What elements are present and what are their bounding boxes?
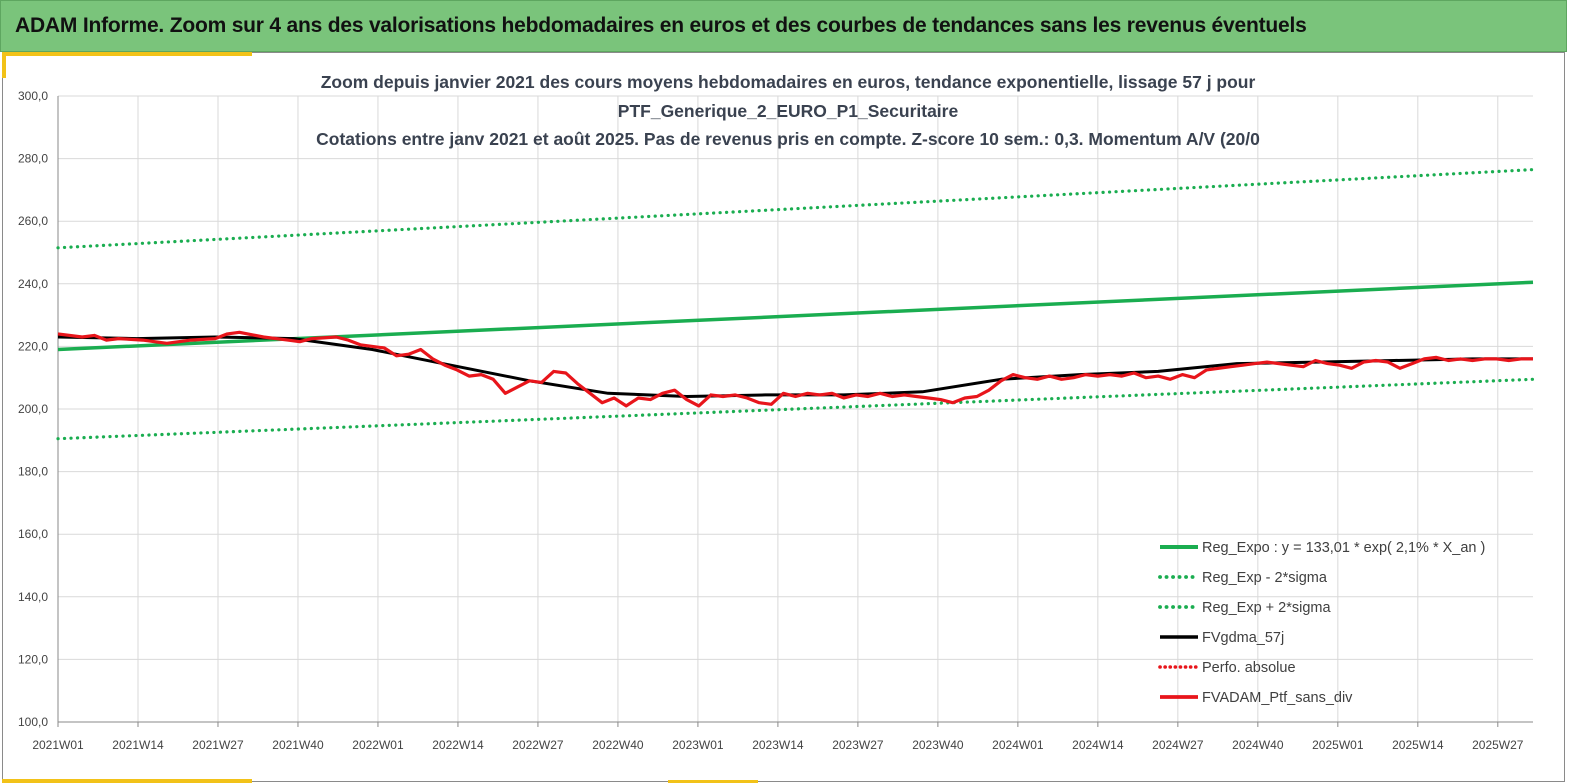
series-line-5 (57, 330, 1533, 408)
y-tick-label: 160,0 (18, 527, 48, 541)
x-tick-label: 2023W14 (752, 738, 804, 752)
x-tick-label: 2021W27 (192, 738, 244, 752)
x-tick-label: 2021W01 (32, 738, 84, 752)
accent-mark-left (2, 52, 6, 78)
y-tick-label: 240,0 (18, 277, 48, 291)
series-line-0 (57, 280, 1534, 352)
x-tick-label: 2024W27 (1152, 738, 1204, 752)
legend-label: Perfo. absolue (1202, 660, 1296, 676)
x-tick-label: 2021W14 (112, 738, 164, 752)
y-tick-label: 120,0 (18, 652, 48, 666)
y-tick-label: 300,0 (18, 89, 48, 103)
accent-mark-bottom (2, 779, 252, 783)
chart-title-line-3: Cotations entre janv 2021 et août 2025. … (316, 129, 1260, 149)
legend-label: FVgdma_57j (1202, 630, 1284, 646)
x-tick-label: 2024W40 (1232, 738, 1284, 752)
legend-label: Reg_Expo : y = 133,01 * exp( 2,1% * X_an… (1202, 540, 1485, 556)
x-tick-label: 2022W40 (592, 738, 644, 752)
y-tick-label: 220,0 (18, 339, 48, 353)
x-tick-label: 2022W27 (512, 738, 564, 752)
page-title: ADAM Informe. Zoom sur 4 ans des valoris… (0, 0, 1567, 52)
axes: 100,0 120,0 140,0 160,0 180,0 200,0 220,0 240,0… (18, 89, 1533, 752)
series-line-2 (56, 168, 1535, 250)
x-tick-label: 2023W01 (672, 738, 724, 752)
legend: Reg_Expo : y = 133,01 * exp( 2,1% * X_an… (1158, 540, 1485, 706)
y-tick-label: 280,0 (18, 152, 48, 166)
chart-frame (2, 52, 1565, 782)
series-line-1 (56, 377, 1535, 441)
series (56, 168, 1535, 441)
x-tick-label: 2023W40 (912, 738, 964, 752)
x-tick-label: 2025W14 (1392, 738, 1444, 752)
chart-title-line-2: PTF_Generique_2_EURO_P1_Securitaire (618, 101, 959, 121)
chart-title: Zoom depuis janvier 2021 des cours moyen… (316, 72, 1260, 149)
legend-label: Reg_Exp + 2*sigma (1202, 600, 1331, 616)
y-tick-label: 140,0 (18, 590, 48, 604)
legend-label: Reg_Exp - 2*sigma (1202, 570, 1328, 586)
x-tick-label: 2022W01 (352, 738, 404, 752)
x-tick-label: 2025W27 (1472, 738, 1524, 752)
y-tick-label: 200,0 (18, 402, 48, 416)
x-tick-label: 2024W14 (1072, 738, 1124, 752)
chart-title-line-1: Zoom depuis janvier 2021 des cours moyen… (321, 72, 1256, 92)
y-tick-label: 100,0 (18, 715, 48, 729)
x-tick-label: 2025W01 (1312, 738, 1364, 752)
accent-mark-bottom-center (668, 780, 758, 783)
legend-label: FVADAM_Ptf_sans_div (1202, 690, 1353, 706)
y-tick-label: 180,0 (18, 465, 48, 479)
x-tick-label: 2021W40 (272, 738, 324, 752)
x-tick-label: 2024W01 (992, 738, 1044, 752)
x-tick-label: 2022W14 (432, 738, 484, 752)
y-tick-label: 260,0 (18, 214, 48, 228)
accent-mark-top (2, 52, 252, 56)
grid (57, 95, 1533, 723)
x-tick-label: 2023W27 (832, 738, 884, 752)
